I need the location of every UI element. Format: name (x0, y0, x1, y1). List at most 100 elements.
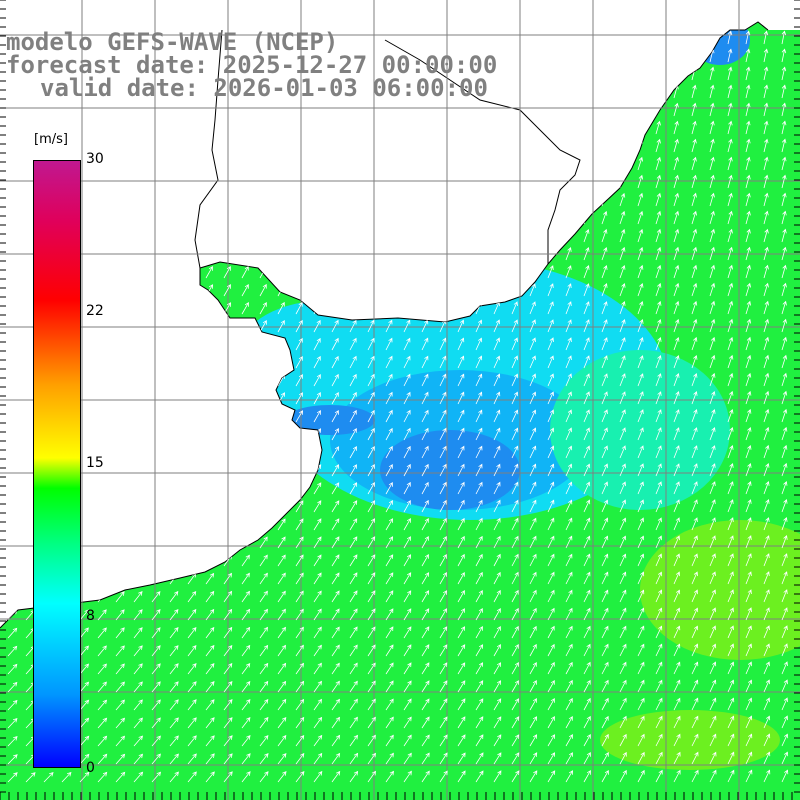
wind-arrow (421, 121, 428, 135)
wind-arrow (781, 138, 787, 153)
wind-arrow (781, 571, 788, 585)
wind-arrow (295, 392, 303, 405)
wind-arrow (565, 643, 573, 657)
wind-arrow (727, 463, 734, 477)
wind-arrow (601, 337, 608, 351)
wind-arrow (421, 535, 429, 549)
wind-arrow (565, 445, 573, 459)
wind-arrow (475, 499, 483, 513)
wind-arrow (385, 337, 393, 351)
wind-arrow (295, 554, 304, 567)
wind-arrow (745, 463, 752, 477)
wind-arrow (313, 157, 321, 171)
wind-arrow (547, 679, 555, 693)
wind-arrow (529, 30, 536, 45)
wind-arrow (313, 662, 322, 675)
wind-arrow (277, 229, 285, 243)
wind-arrow (529, 589, 537, 603)
wind-arrow (97, 374, 106, 387)
wind-arrow (763, 48, 769, 63)
wind-arrow (673, 373, 680, 387)
wind-arrow (205, 392, 214, 405)
wind-arrow (727, 715, 735, 729)
wind-arrow (493, 698, 502, 711)
wind-arrow (601, 733, 609, 747)
wind-arrow (187, 229, 195, 243)
wind-arrow (763, 192, 769, 207)
wind-arrow (457, 319, 465, 333)
wind-arrow (457, 391, 465, 405)
wind-arrow (133, 446, 142, 459)
wind-arrow (601, 48, 607, 63)
wind-arrow (115, 681, 125, 693)
wind-arrow (115, 212, 124, 225)
wind-arrow (277, 211, 285, 225)
wind-arrow (205, 103, 213, 117)
wind-arrow (637, 264, 644, 279)
wind-arrow (745, 66, 751, 81)
wind-arrow (331, 644, 340, 657)
wind-arrow (619, 625, 627, 639)
wind-arrow (493, 481, 501, 495)
wind-arrow (259, 771, 269, 783)
wind-arrow (439, 445, 447, 459)
wind-arrow (475, 211, 482, 225)
wind-arrow (601, 156, 608, 171)
wind-arrow (475, 716, 484, 729)
wind-arrow (511, 102, 518, 117)
wind-arrow (529, 48, 536, 63)
wind-arrow (709, 246, 715, 261)
wind-arrow (727, 300, 734, 315)
colorbar-tick-0: 0 (86, 760, 95, 776)
wind-arrow (439, 409, 447, 423)
wind-arrow (565, 193, 572, 207)
wind-arrow (7, 122, 16, 135)
wind-arrow (547, 589, 555, 603)
wind-arrow (115, 717, 126, 729)
wind-arrow (475, 427, 483, 441)
wind-arrow (241, 482, 250, 495)
wind-arrow (61, 104, 70, 117)
wind-arrow (493, 589, 501, 603)
wind-arrow (259, 410, 268, 423)
wind-arrow (727, 625, 734, 639)
wind-arrow (421, 644, 430, 657)
wind-arrow (493, 175, 500, 189)
wind-arrow (7, 194, 16, 207)
wind-arrow (583, 481, 591, 495)
wind-arrow (367, 644, 376, 657)
wind-arrow (709, 138, 715, 153)
wind-arrow (439, 31, 446, 45)
wind-arrow (133, 681, 143, 693)
wind-arrow (727, 246, 733, 261)
wind-arrow (457, 553, 465, 567)
wind-arrow (187, 717, 197, 729)
wind-arrow (97, 103, 105, 117)
wind-arrow (619, 66, 625, 81)
wind-arrow (403, 391, 411, 405)
wind-arrow (79, 681, 90, 693)
wind-arrow (421, 175, 428, 189)
wind-arrow (385, 499, 393, 513)
wind-arrow (349, 482, 358, 495)
wind-arrow (637, 733, 645, 747)
wind-arrow (313, 211, 321, 225)
wind-arrow (259, 283, 267, 297)
wind-arrow (259, 572, 268, 585)
wind-arrow (277, 644, 286, 657)
wind-arrow (25, 86, 34, 99)
wind-arrow (187, 464, 196, 477)
wind-arrow (673, 48, 679, 63)
wind-arrow (727, 751, 735, 765)
wind-arrow (241, 554, 250, 567)
wind-arrow (745, 661, 752, 675)
wind-arrow (547, 229, 554, 243)
wind-arrow (223, 410, 232, 423)
wind-arrow (403, 373, 411, 387)
wind-arrow (619, 210, 626, 225)
wind-arrow (115, 573, 125, 585)
wind-arrow (439, 283, 447, 297)
wind-arrow (295, 536, 304, 549)
wind-arrow (79, 410, 89, 423)
